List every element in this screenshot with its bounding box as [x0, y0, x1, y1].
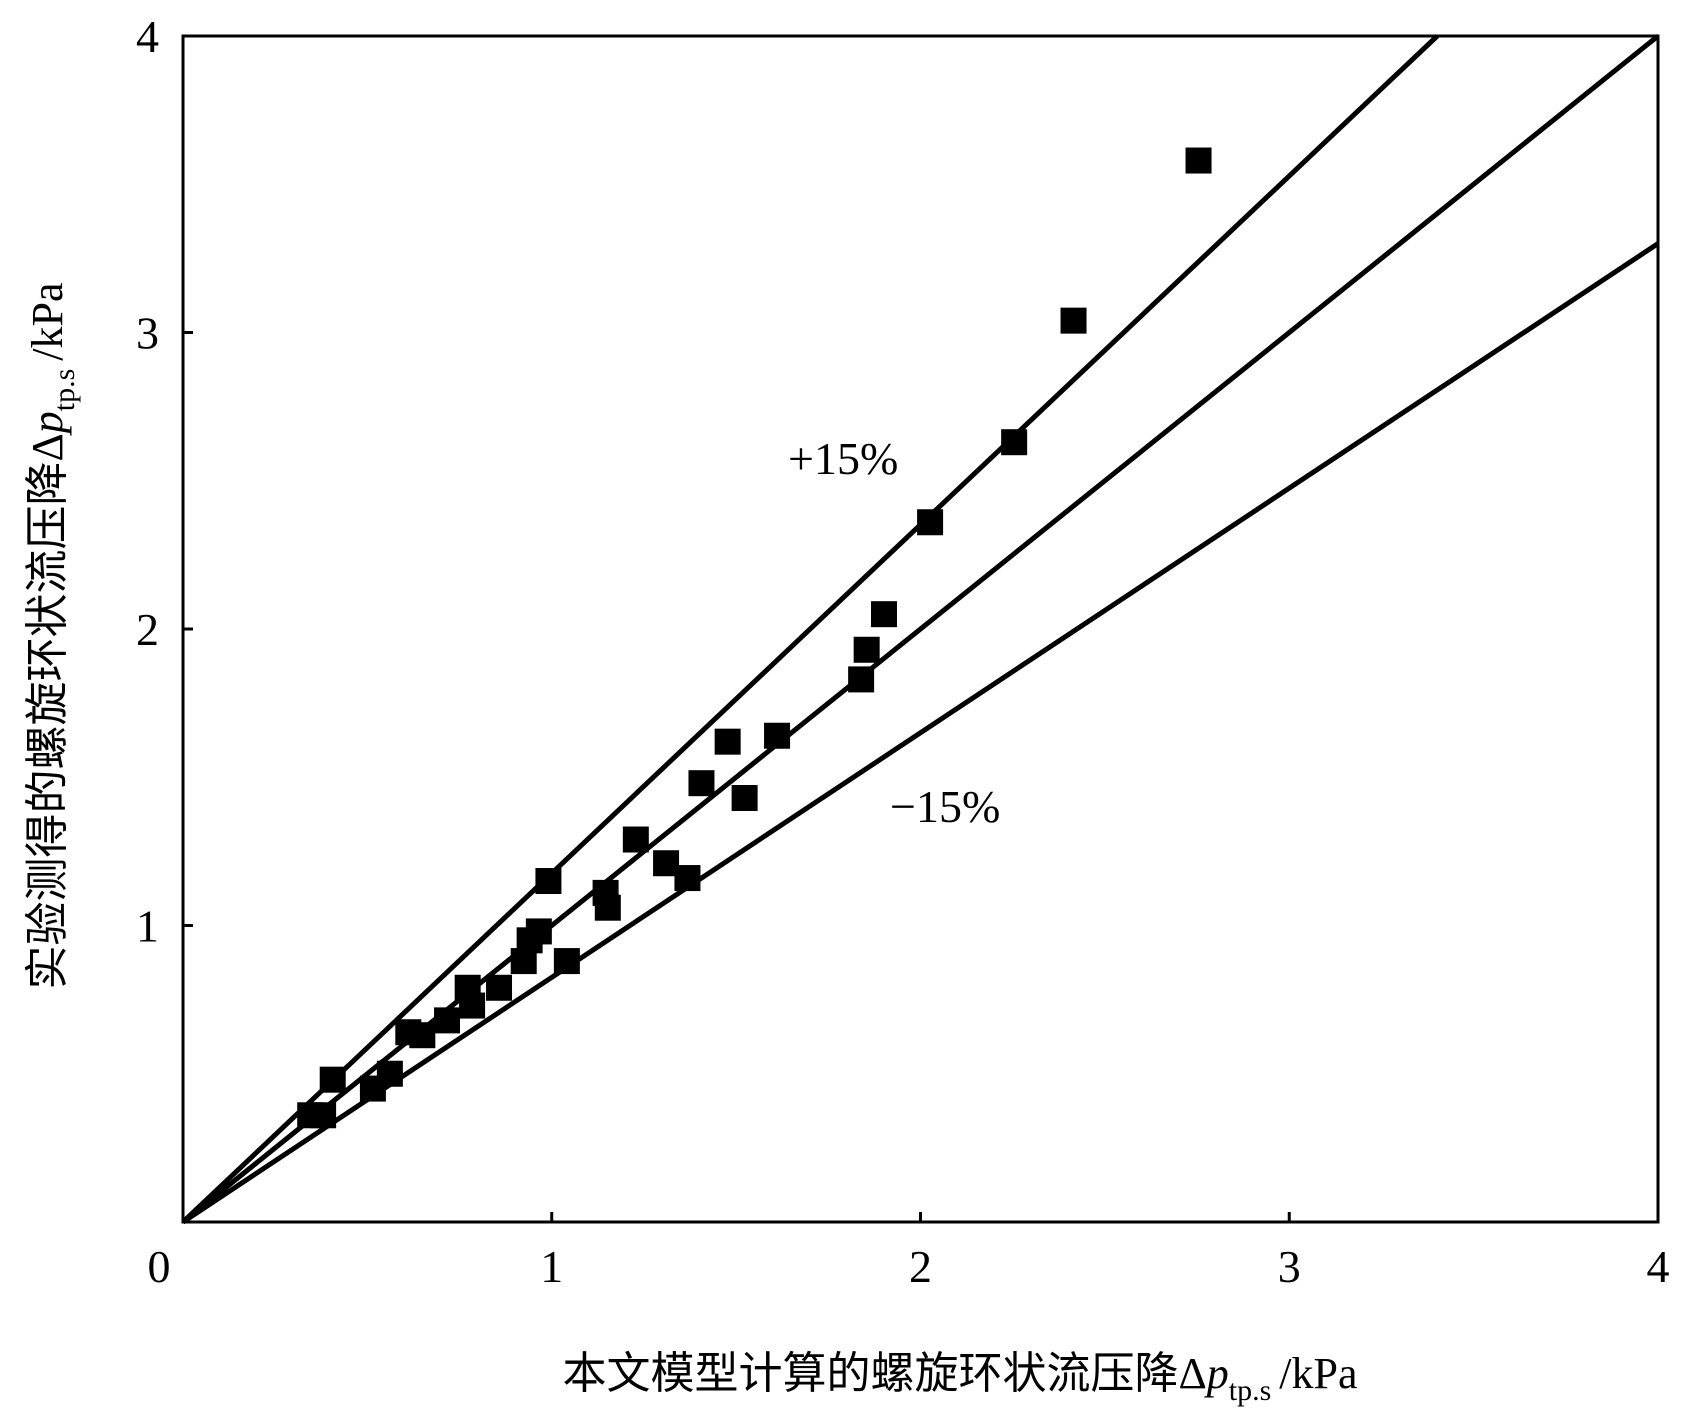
x-tick-labels: 0 1 2 3 4 [148, 1212, 1670, 1292]
x-axis-title-sub: tp.s [1229, 1374, 1272, 1407]
data-point [319, 1066, 346, 1093]
reference-line-0 [181, 34, 1439, 1224]
data-point [434, 1007, 461, 1034]
reference-line-2 [181, 241, 1660, 1225]
y-axis-title-var: p [23, 411, 72, 436]
data-point [1060, 307, 1087, 334]
data-point [395, 1019, 422, 1046]
x-tick-label: 3 [1278, 1241, 1301, 1292]
data-point [535, 868, 562, 895]
data-point [297, 1102, 324, 1129]
data-point [848, 666, 875, 693]
x-tick-label: 4 [1647, 1241, 1670, 1292]
x-tick-label: 1 [540, 1241, 563, 1292]
data-point [622, 826, 649, 853]
data-point [731, 785, 758, 812]
y-axis-title-main: 实验测得的螺旋环状流压降Δ [23, 433, 72, 989]
x-tick-label: 2 [909, 1241, 932, 1292]
data-point [714, 728, 741, 755]
y-tick-label: 4 [136, 11, 159, 62]
y-axis-title: 实验测得的螺旋环状流压降Δptp.s/kPa [23, 282, 81, 989]
x-tick-label: 0 [148, 1241, 171, 1292]
y-axis-title-sub: tp.s [48, 369, 81, 412]
data-point [764, 722, 791, 749]
y-tick-label: 3 [136, 308, 159, 359]
y-tick-labels: 1 2 3 4 [136, 11, 193, 952]
data-point [853, 636, 880, 663]
y-axis-title-unit: /kPa [23, 282, 72, 360]
x-axis-title: 本文模型计算的螺旋环状流压降Δptp.s/kPa [562, 1349, 1357, 1407]
data-point [359, 1075, 386, 1102]
data-point [1185, 147, 1212, 174]
plus-15-label: +15% [788, 433, 898, 484]
data-point [594, 894, 621, 921]
data-point [674, 865, 701, 892]
data-point [917, 509, 944, 536]
x-axis-title-main: 本文模型计算的螺旋环状流压降Δ [562, 1349, 1206, 1398]
y-tick-label: 1 [136, 901, 159, 952]
y-tick-label: 2 [136, 604, 159, 655]
x-axis-title-var: p [1204, 1349, 1229, 1398]
x-axis-title-unit: /kPa [1279, 1349, 1357, 1398]
data-point [870, 601, 897, 628]
minus-15-label: −15% [890, 781, 1000, 832]
data-point [688, 770, 715, 797]
data-point [486, 974, 513, 1001]
data-point [1001, 429, 1028, 456]
data-point [510, 948, 537, 975]
data-point [553, 948, 580, 975]
data-point [459, 992, 486, 1019]
data-points [297, 147, 1212, 1129]
